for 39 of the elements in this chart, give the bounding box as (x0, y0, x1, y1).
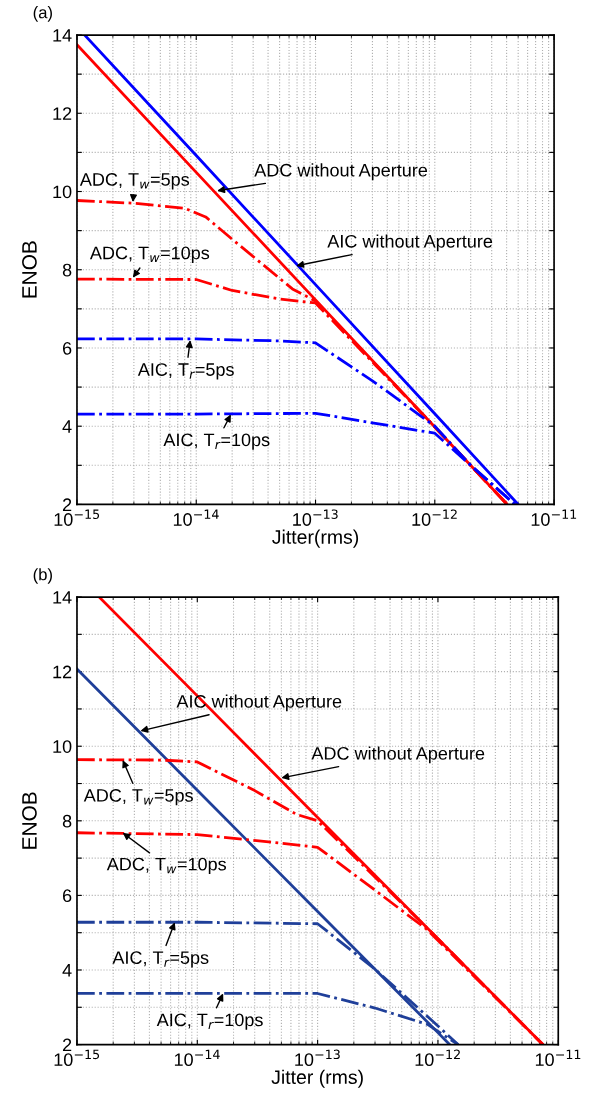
y-tick-label: 14 (53, 591, 72, 604)
y-tick-label: 8 (62, 263, 72, 277)
y-tick-label: 4 (62, 420, 72, 433)
annotation: ADC without Aperture (254, 163, 428, 181)
annotation: AIC, T$_{r}$=5ps (112, 951, 209, 968)
x-tick-label: 10$^{−12}$ (415, 1049, 460, 1067)
x-tick-label: 10$^{−13}$ (293, 509, 338, 526)
y-tick-label: 4 (62, 964, 72, 977)
x-tick-label: 10$^{−14}$ (174, 1049, 220, 1067)
x-tick-label: 10$^{−12}$ (412, 509, 457, 526)
y-tick-label: 2 (62, 498, 72, 511)
annotation: ADC, T$_{w}$=10ps (89, 246, 210, 263)
y-axis-title: ENOB (22, 241, 37, 298)
y-tick-label: 2 (62, 1038, 72, 1052)
x-axis-title: Jitter (rms) (271, 1069, 363, 1088)
annotation: AIC without Aperture (327, 234, 493, 252)
annotation: ADC, T$_{w}$=5ps (83, 789, 193, 806)
annotation: ADC, T$_{w}$=5ps (79, 173, 190, 190)
annotation: ADC without Aperture (311, 746, 485, 764)
annotation: AIC, T$_{r}$=10ps (163, 433, 270, 450)
y-tick-label: 12 (53, 107, 72, 120)
chart-title: (b) (33, 568, 52, 584)
x-tick-label: 10$^{−13}$ (295, 1049, 340, 1067)
annotation: ADC, T$_{w}$=10ps (106, 857, 227, 875)
x-tick-label: 10$^{−11}$ (535, 1049, 581, 1067)
annotation: AIC, T$_{r}$=5ps (137, 363, 234, 380)
y-tick-label: 12 (53, 665, 72, 679)
y-tick-label: 8 (62, 814, 72, 828)
y-tick-label: 6 (62, 889, 72, 903)
y-tick-label: 10 (53, 740, 72, 753)
y-tick-label: 14 (53, 29, 72, 42)
annotation: AIC, T$_{r}$=10ps (156, 1013, 263, 1030)
x-tick-label: 10$^{−14}$ (173, 509, 219, 526)
x-axis-title: Jitter(rms) (272, 529, 359, 548)
y-tick-label: 6 (62, 341, 72, 355)
y-axis-title: ENOB (22, 792, 37, 849)
x-tick-label: 10$^{−11}$ (531, 509, 577, 526)
y-tick-label: 10 (53, 185, 72, 199)
chart-title: (a) (33, 6, 52, 22)
